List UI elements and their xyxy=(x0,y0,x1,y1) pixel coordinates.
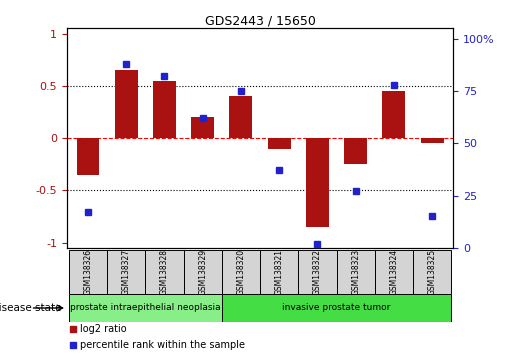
Bar xyxy=(107,250,145,294)
Bar xyxy=(306,138,329,227)
Text: disease state: disease state xyxy=(0,303,62,313)
Text: GSM138320: GSM138320 xyxy=(236,249,246,295)
Bar xyxy=(260,250,298,294)
Bar xyxy=(69,250,107,294)
Title: GDS2443 / 15650: GDS2443 / 15650 xyxy=(204,14,316,27)
Text: GSM138329: GSM138329 xyxy=(198,249,207,295)
Text: GSM138321: GSM138321 xyxy=(274,249,284,295)
Text: invasive prostate tumor: invasive prostate tumor xyxy=(282,303,391,313)
Bar xyxy=(222,294,451,322)
Text: GSM138325: GSM138325 xyxy=(427,249,437,295)
Bar xyxy=(191,117,214,138)
Bar xyxy=(337,250,375,294)
Bar xyxy=(77,138,99,175)
Text: GSM138326: GSM138326 xyxy=(83,249,93,295)
Bar xyxy=(183,250,222,294)
Text: log2 ratio: log2 ratio xyxy=(80,324,127,334)
Bar xyxy=(413,250,451,294)
Bar xyxy=(222,250,260,294)
Bar xyxy=(268,138,290,149)
Bar xyxy=(375,250,413,294)
Bar xyxy=(153,81,176,138)
Text: prostate intraepithelial neoplasia: prostate intraepithelial neoplasia xyxy=(70,303,220,313)
Text: GSM138322: GSM138322 xyxy=(313,249,322,295)
Bar xyxy=(69,294,222,322)
Text: GSM138324: GSM138324 xyxy=(389,249,399,295)
Text: GSM138328: GSM138328 xyxy=(160,249,169,295)
Bar xyxy=(421,138,443,143)
Bar xyxy=(383,91,405,138)
Text: GSM138327: GSM138327 xyxy=(122,249,131,295)
Bar xyxy=(145,250,183,294)
Bar xyxy=(115,70,138,138)
Bar xyxy=(344,138,367,164)
Text: percentile rank within the sample: percentile rank within the sample xyxy=(80,340,246,350)
Text: GSM138323: GSM138323 xyxy=(351,249,360,295)
Bar xyxy=(298,250,337,294)
Bar xyxy=(230,96,252,138)
